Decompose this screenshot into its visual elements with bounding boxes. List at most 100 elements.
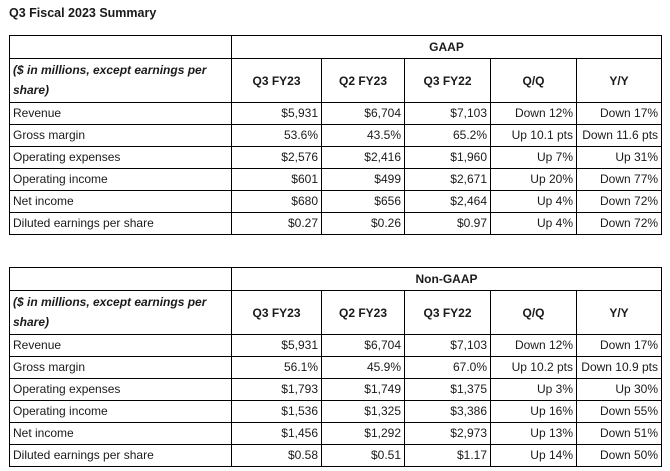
table-cell: $1.17 (404, 444, 491, 467)
table-row: Diluted earnings per share $0.27 $0.26 $… (9, 212, 663, 235)
column-header: Q3 FY23 (231, 58, 322, 103)
column-header: Q3 FY22 (404, 58, 491, 103)
units-note: ($ in millions, except earnings per shar… (9, 58, 232, 103)
table-cell: $656 (321, 190, 405, 213)
table-cell: $499 (321, 168, 405, 191)
row-label: Operating expenses (9, 378, 232, 401)
table-banner-row: GAAP (9, 35, 663, 59)
table-cell: 53.6% (231, 124, 322, 147)
table-cell: $2,416 (321, 146, 405, 169)
table-cell: $3,386 (404, 400, 491, 423)
row-label: Gross margin (9, 356, 232, 379)
table-cell: $1,536 (231, 400, 322, 423)
table-cell: Down 55% (575, 400, 663, 423)
column-header: Y/Y (575, 290, 663, 335)
page-title: Q3 Fiscal 2023 Summary (9, 6, 157, 20)
row-label: Revenue (9, 334, 232, 357)
table-cell: $1,749 (321, 378, 405, 401)
column-header: Q3 FY22 (404, 290, 491, 335)
column-header: Q/Q (490, 58, 577, 103)
table-cell: Up 30% (575, 378, 663, 401)
table-cell: Up 31% (575, 146, 663, 169)
table-cell: $2,671 (404, 168, 491, 191)
table-cell: $0.58 (231, 444, 322, 467)
table-cell: 65.2% (404, 124, 491, 147)
table-row: Revenue $5,931 $6,704 $7,103 Down 12% Do… (9, 102, 663, 125)
table-cell: $6,704 (321, 102, 405, 125)
table-banner-row: Non-GAAP (9, 267, 663, 291)
table-cell: $0.26 (321, 212, 405, 235)
table-row: Gross margin 53.6% 43.5% 65.2% Up 10.1 p… (9, 124, 663, 147)
column-header-row: ($ in millions, except earnings per shar… (9, 290, 663, 335)
table-cell: Up 10.2 pts (490, 356, 577, 379)
table-cell: $5,931 (231, 102, 322, 125)
table-cell: Down 11.6 pts (575, 124, 663, 147)
table-row: Operating income $1,536 $1,325 $3,386 Up… (9, 400, 663, 423)
column-header: Y/Y (575, 58, 663, 103)
units-note: ($ in millions, except earnings per shar… (9, 290, 232, 335)
table-cell: $0.27 (231, 212, 322, 235)
row-label: Operating expenses (9, 146, 232, 169)
table-cell: Up 16% (490, 400, 577, 423)
table-cell: $680 (231, 190, 322, 213)
table-cell: $7,103 (404, 102, 491, 125)
table-row: Operating expenses $1,793 $1,749 $1,375 … (9, 378, 663, 401)
table-cell: Down 12% (490, 334, 577, 357)
table-cell: Down 50% (575, 444, 663, 467)
table-cell: $1,325 (321, 400, 405, 423)
table-cell: $1,375 (404, 378, 491, 401)
table-cell: 45.9% (321, 356, 405, 379)
table-cell: $1,960 (404, 146, 491, 169)
table-cell: $2,576 (231, 146, 322, 169)
table-cell: Down 72% (575, 212, 663, 235)
table-cell: $1,793 (231, 378, 322, 401)
table-row: Revenue $5,931 $6,704 $7,103 Down 12% Do… (9, 334, 663, 357)
table-cell: $5,931 (231, 334, 322, 357)
column-header: Q3 FY23 (231, 290, 322, 335)
column-header-row: ($ in millions, except earnings per shar… (9, 58, 663, 103)
table-cell: $2,973 (404, 422, 491, 445)
table-banner: Non-GAAP (230, 267, 663, 291)
table-cell: Down 77% (575, 168, 663, 191)
gaap-table: GAAP ($ in millions, except earnings per… (9, 35, 663, 235)
table-cell: Down 17% (575, 102, 663, 125)
table-cell: Down 51% (575, 422, 663, 445)
table-cell: $7,103 (404, 334, 491, 357)
column-header: Q/Q (490, 290, 577, 335)
table-cell: 56.1% (231, 356, 322, 379)
blank-cell (9, 267, 232, 291)
table-cell: Up 4% (490, 190, 577, 213)
table-row: Operating income $601 $499 $2,671 Up 20%… (9, 168, 663, 191)
table-cell: $0.97 (404, 212, 491, 235)
table-cell: Down 72% (575, 190, 663, 213)
table-cell: Up 3% (490, 378, 577, 401)
row-label: Net income (9, 422, 232, 445)
table-cell: Up 20% (490, 168, 577, 191)
table-cell: Down 10.9 pts (575, 356, 663, 379)
table-cell: $0.51 (321, 444, 405, 467)
non-gaap-table: Non-GAAP ($ in millions, except earnings… (9, 267, 663, 467)
table-cell: Up 13% (490, 422, 577, 445)
table-banner: GAAP (230, 35, 663, 59)
table-row: Net income $1,456 $1,292 $2,973 Up 13% D… (9, 422, 663, 445)
column-header: Q2 FY23 (321, 58, 405, 103)
row-label: Revenue (9, 102, 232, 125)
table-cell: $601 (231, 168, 322, 191)
table-cell: Down 12% (490, 102, 577, 125)
table-cell: Up 4% (490, 212, 577, 235)
row-label: Diluted earnings per share (9, 212, 232, 235)
row-label: Gross margin (9, 124, 232, 147)
table-cell: 67.0% (404, 356, 491, 379)
table-row: Net income $680 $656 $2,464 Up 4% Down 7… (9, 190, 663, 213)
row-label: Operating income (9, 168, 232, 191)
table-cell: Up 10.1 pts (490, 124, 577, 147)
row-label: Operating income (9, 400, 232, 423)
table-cell: Up 14% (490, 444, 577, 467)
table-cell: $2,464 (404, 190, 491, 213)
table-cell: $1,292 (321, 422, 405, 445)
row-label: Diluted earnings per share (9, 444, 232, 467)
blank-cell (9, 35, 232, 59)
table-cell: $6,704 (321, 334, 405, 357)
table-cell: Up 7% (490, 146, 577, 169)
row-label: Net income (9, 190, 232, 213)
